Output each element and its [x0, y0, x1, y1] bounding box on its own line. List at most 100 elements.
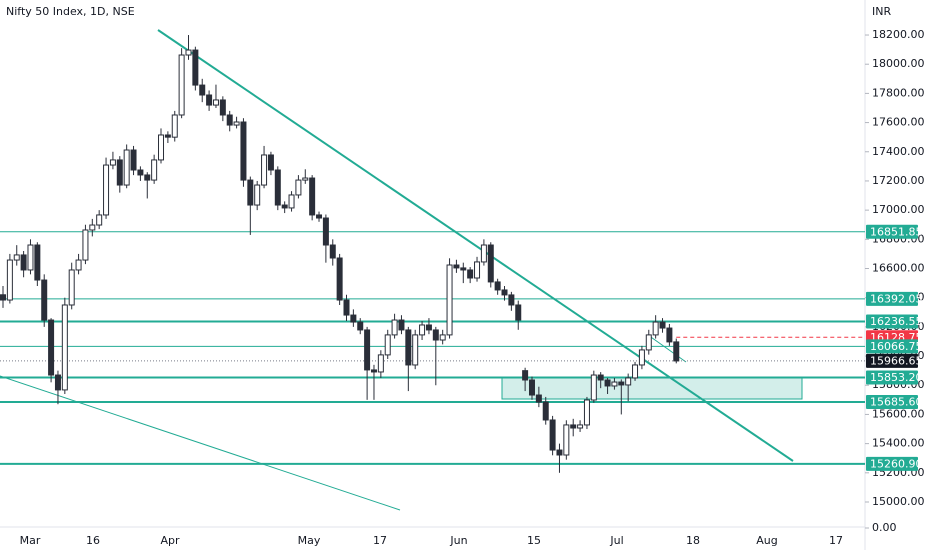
candle-body: [453, 264, 460, 269]
y-tick-label: 17000.00: [872, 203, 925, 216]
candle-body: [350, 314, 357, 323]
candle-body: [82, 229, 89, 261]
candle-body: [96, 214, 103, 226]
candle-body: [398, 319, 405, 331]
candle-body: [123, 149, 130, 186]
volume-tick-label: 0.00: [872, 521, 897, 534]
candle-body: [419, 324, 426, 336]
candle-body: [261, 154, 268, 186]
candle-body: [364, 329, 371, 371]
candle-body: [611, 381, 618, 387]
candle-body: [219, 99, 226, 116]
x-tick-label: 17: [373, 534, 387, 547]
candle-body: [563, 424, 570, 456]
candle-body: [590, 374, 597, 401]
price-label-box: [866, 224, 918, 239]
candle-body: [171, 114, 178, 138]
candle-body: [446, 264, 453, 336]
y-tick-label: 17600.00: [872, 116, 925, 129]
candle-body: [357, 321, 364, 331]
candle-body: [61, 304, 68, 391]
candle-body: [625, 377, 632, 386]
candle-body: [618, 381, 625, 386]
candle-body: [329, 244, 336, 259]
price-label-box: [866, 314, 918, 329]
y-tick-label: 15400.00: [872, 437, 925, 450]
candle-body: [439, 334, 446, 341]
price-label-box: [866, 353, 918, 368]
candle-body: [240, 121, 247, 181]
price-label: 15260.90: [870, 457, 923, 470]
candle-body: [89, 224, 96, 231]
price-label: 15685.60: [870, 395, 923, 408]
candle-body: [673, 341, 680, 362]
x-tick-label: 15: [527, 534, 541, 547]
candle-body: [178, 54, 185, 116]
candle-body: [116, 159, 123, 186]
x-tick-label: 18: [686, 534, 700, 547]
candle-body: [515, 304, 522, 321]
candle-body: [20, 254, 27, 271]
price-label-box: [866, 339, 918, 354]
candle-body: [535, 394, 542, 403]
x-tick-label: Mar: [20, 534, 41, 547]
candle-body: [632, 364, 639, 379]
candle-body: [549, 419, 556, 451]
candle-body: [164, 134, 171, 138]
candle-body: [522, 370, 529, 381]
candle-body: [199, 84, 206, 96]
candle-body: [384, 334, 391, 356]
candle-body: [309, 177, 316, 216]
candle-body: [487, 244, 494, 283]
candle-body: [192, 49, 199, 86]
price-label-box: [866, 456, 918, 471]
candle-body: [103, 164, 110, 216]
candle-body: [247, 179, 254, 206]
candle-body: [322, 217, 329, 246]
y-tick-label: 16600.00: [872, 262, 925, 275]
candle-body: [391, 319, 398, 336]
candle-body: [480, 244, 487, 263]
price-label: 16851.85: [870, 225, 923, 238]
candle-body: [556, 449, 563, 456]
candle-body: [158, 134, 165, 161]
candle-body: [109, 159, 116, 166]
candle-body: [343, 299, 350, 316]
y-tick-label: 18000.00: [872, 57, 925, 70]
candle-body: [467, 269, 474, 279]
candle-body: [652, 321, 659, 336]
candle-body: [508, 294, 515, 306]
candle-body: [212, 99, 219, 106]
candle-body: [336, 257, 343, 301]
y-tick-label: 17400.00: [872, 145, 925, 158]
candle-body: [254, 184, 261, 206]
candle-body: [460, 267, 467, 271]
trendline: [0, 375, 401, 511]
candle-body: [75, 259, 82, 271]
candle-body: [604, 379, 611, 387]
candle-body: [370, 369, 377, 373]
candle-body: [666, 327, 673, 343]
candle-body: [48, 319, 55, 376]
chart-title: Nifty 50 Index, 1D, NSE: [6, 5, 135, 18]
candle-body: [528, 379, 535, 396]
price-label-box: [866, 370, 918, 385]
price-label: 16236.55: [870, 315, 923, 328]
trendline: [157, 29, 794, 462]
y-tick-label: 17200.00: [872, 174, 925, 187]
candle-body: [583, 399, 590, 426]
candle-body: [316, 214, 323, 219]
candle-body: [206, 94, 213, 106]
candle-body: [295, 179, 302, 196]
candle-body: [281, 204, 288, 209]
candle-body: [659, 321, 666, 329]
x-tick-label: May: [298, 534, 321, 547]
candle-body: [34, 244, 41, 281]
candle-body: [6, 259, 13, 301]
price-label-box: [866, 394, 918, 409]
candle-body: [27, 244, 34, 271]
candle-body: [68, 269, 75, 306]
candle-body: [267, 154, 274, 171]
candle-body: [597, 374, 604, 381]
